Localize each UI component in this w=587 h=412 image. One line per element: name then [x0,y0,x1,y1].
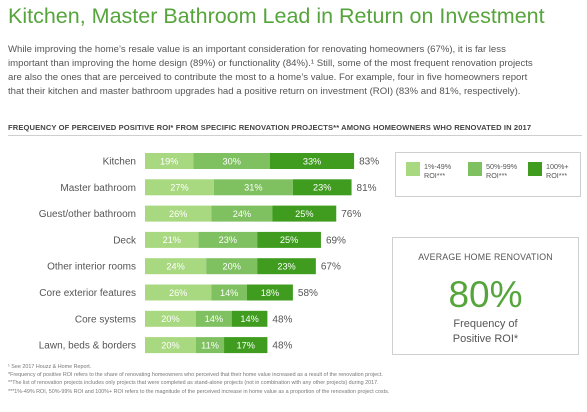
bar-value-label: 14% [240,314,258,324]
bar-total-label: 69% [326,235,346,246]
footnote: ***1%-49% ROI, 50%-99% ROI and 100%+ ROI… [8,388,390,395]
footnote: *Frequency of positive ROI refers to the… [8,372,383,379]
bar-total-label: 58% [298,288,318,299]
bar-total-label: 48% [272,341,292,352]
bar-segment [206,258,258,275]
bar-segment [198,231,258,248]
bar-segment [145,179,214,196]
bar-segment [224,337,268,354]
bar-segment [269,153,355,169]
bar-value-label: 20% [223,262,241,272]
callout-value: 80% [448,274,523,315]
bar-value-label: 14% [220,288,238,298]
bar-segment [257,231,321,248]
bar-value-label: 19% [160,156,178,166]
callout-caption-line2: Positive ROI* [452,333,519,345]
legend-swatch-high [528,162,542,176]
average-renovation-callout: AVERAGE HOME RENOVATION 80% Frequency of… [392,237,579,355]
bar-segment [196,310,232,327]
bar-value-label: 20% [161,314,179,324]
bar-value-label: 14% [205,314,223,324]
bar-segment [145,231,199,248]
bar-segment [145,310,196,327]
category-label: Core systems [75,314,136,325]
bar-segment [247,284,293,301]
page-title: Kitchen, Master Bathroom Lead in Return … [8,4,545,28]
bar-segment [213,179,293,196]
bar-segment [145,258,207,275]
bar-segment [145,153,194,169]
bar-value-label: 27% [170,183,188,193]
category-label: Guest/other bathroom [39,209,136,220]
legend-label: 100%+ ROI*** [546,162,569,180]
legend-label-line1: 50%-99% [486,162,518,171]
callout-caption: Frequency of Positive ROI* [393,317,578,347]
category-label: Deck [113,235,137,246]
intro-line: important than improving the home design… [8,58,533,69]
bar-segment [231,310,268,327]
bar-total-label: 48% [272,314,292,325]
intro-paragraph: While improving the home’s resale value … [8,43,582,99]
bar-value-label: 25% [295,209,313,219]
bar-segment [257,258,316,275]
legend-swatch-medium [468,162,482,176]
bar-segment [145,337,196,354]
legend-label-line1: 100%+ [546,162,569,171]
bar-value-label: 17% [237,340,255,350]
intro-line: While improving the home’s resale value … [8,44,506,55]
intro-line: that their kitchen and master bathroom u… [8,86,521,97]
bar-segment [211,205,273,222]
bar-value-label: 24% [166,262,184,272]
heading-divider [8,135,582,136]
legend-label-line2: ROI*** [486,171,508,180]
callout-heading: AVERAGE HOME RENOVATION [418,252,553,262]
bar-total-label: 67% [321,262,341,273]
category-label: Other interior rooms [47,262,136,273]
bar-segment [145,205,212,222]
bar-segment [145,284,212,301]
bar-value-label: 25% [280,235,298,245]
bar-value-label: 21% [163,235,181,245]
bar-value-label: 31% [244,183,262,193]
bar-value-label: 26% [169,209,187,219]
category-label: Lawn, beds & borders [39,341,136,352]
bar-value-label: 33% [303,156,321,166]
legend-label: 1%-49% ROI*** [424,162,451,180]
bar-value-label: 26% [169,288,187,298]
category-label: Kitchen [103,157,136,168]
category-label: Master bathroom [60,183,136,194]
callout-caption-line1: Frequency of [453,318,518,330]
category-label: Core exterior features [39,288,136,299]
legend-label-line2: ROI*** [546,171,568,180]
bar-value-label: 23% [313,183,331,193]
footnote: **The list of renovation projects includ… [8,380,379,387]
intro-line: are also the ones that are perceived to … [8,72,528,83]
legend-label-line2: ROI*** [424,171,446,180]
bar-total-label: 81% [357,183,377,194]
footnote: ¹ See 2017 Houzz & Home Report. [8,364,92,370]
legend-swatch-low [406,162,420,176]
footnotes: ¹ See 2017 Houzz & Home Report. *Frequen… [8,363,582,396]
chart-legend: 1%-49% ROI*** 50%-99% ROI*** 100%+ ROI**… [395,152,581,197]
bar-value-label: 20% [161,340,179,350]
bar-segment [211,284,247,301]
bar-segment [196,337,225,354]
chart-heading: FREQUENCY OF PERCEIVED POSITIVE ROI* FRO… [8,123,532,132]
bar-segment [193,153,270,169]
bar-value-label: 18% [261,288,279,298]
legend-label-line1: 1%-49% [424,162,452,171]
bar-value-label: 23% [219,235,237,245]
bar-total-label: 76% [341,209,361,220]
legend-label: 50%-99% ROI*** [486,162,517,180]
bar-value-label: 30% [223,156,241,166]
bar-value-label: 11% [201,340,219,350]
bar-segment [272,205,337,222]
bar-value-label: 24% [233,209,251,219]
bar-total-label: 83% [359,157,379,168]
bar-value-label: 23% [277,262,295,272]
bar-segment [292,179,352,196]
